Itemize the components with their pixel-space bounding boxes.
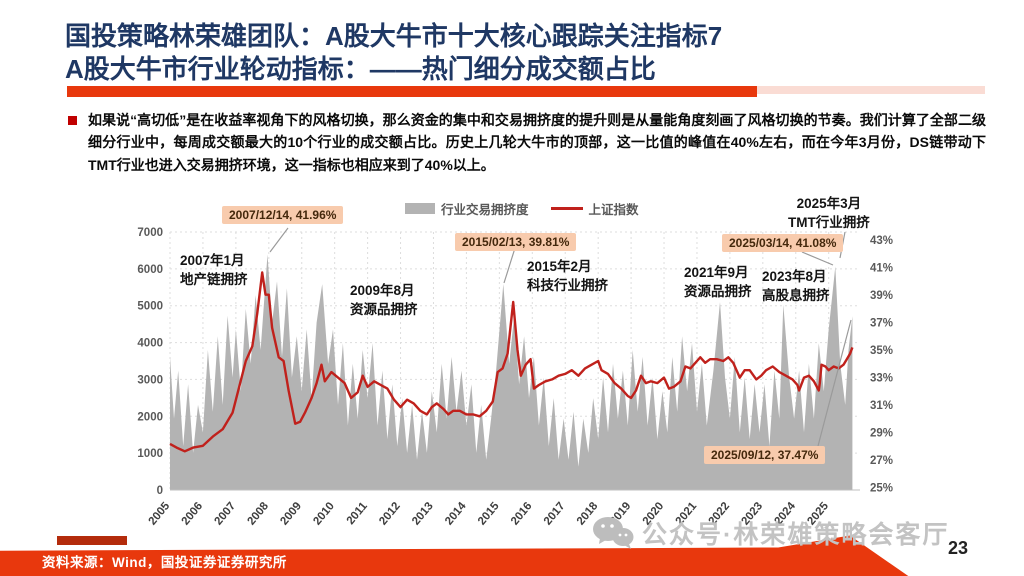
callout-2025-03-peak: 2025/03/14, 41.08% [722,234,844,252]
svg-text:39%: 39% [870,290,893,302]
legend-label-congestion: 行业交易拥挤度 [441,203,529,217]
svg-text:7000: 7000 [137,227,163,239]
svg-text:2014: 2014 [443,500,469,528]
annotation-2015-tech: 2015年2月 科技行业拥挤 [527,258,608,296]
annotation-line: 科技行业拥挤 [527,277,608,293]
annotation-2023-dividend: 2023年8月 高股息拥挤 [762,268,830,306]
svg-text:2011: 2011 [345,500,371,527]
annotation-line: 2007年1月 [180,253,245,268]
annotation-line: 2015年2月 [527,259,592,274]
title-underline-fade-bar [757,86,985,94]
wechat-icon [593,517,634,549]
svg-text:2012: 2012 [377,500,403,527]
watermark: 公众号·林荣雄策略会客厅 [592,515,949,551]
svg-text:41%: 41% [870,263,893,275]
svg-text:2017: 2017 [542,500,568,527]
annotation-line: 2023年8月 [762,269,827,284]
svg-text:37%: 37% [870,318,893,330]
svg-text:25%: 25% [870,482,893,494]
svg-text:2008: 2008 [245,500,271,528]
page-title: 国投策略林荣雄团队：A股大牛市十大核心跟踪关注指标7 A股大牛市行业轮动指标：—… [65,20,985,85]
svg-text:4000: 4000 [137,338,163,350]
annotation-2009-resources: 2009年8月 资源品拥挤 [350,282,418,320]
annotation-line: 2021年9月 [684,265,749,280]
svg-text:2013: 2013 [410,500,436,527]
chart-legend: 行业交易拥挤度 上证指数 [405,199,639,218]
svg-text:2006: 2006 [180,500,206,527]
body-paragraph: 如果说“高切低”是在收益率视角下的风格切换，那么资金的集中和交易拥挤度的提升则是… [88,112,986,173]
svg-text:31%: 31% [870,400,893,412]
svg-text:2009: 2009 [278,500,304,527]
annotation-line: 高股息拥挤 [762,287,830,303]
annotation-2021-resources: 2021年9月 资源品拥挤 [684,264,752,302]
svg-text:2010: 2010 [311,500,337,527]
footer-source-text: 资料来源：Wind，国投证券证券研究所 [42,555,287,570]
annotation-2007-property: 2007年1月 地产链拥挤 [180,252,248,290]
svg-text:27%: 27% [870,455,893,467]
annotation-line: 资源品拥挤 [350,301,418,317]
svg-text:2015: 2015 [476,500,502,528]
svg-text:2000: 2000 [137,411,163,423]
line-swatch-icon [550,207,583,210]
page-number: 23 [948,538,969,558]
legend-item-index: 上证指数 [550,199,639,218]
svg-text:5000: 5000 [137,301,163,313]
watermark-text: 公众号·林荣雄策略会客厅 [642,521,950,549]
svg-text:2016: 2016 [509,500,535,527]
annotation-line: TMT行业拥挤 [788,214,870,230]
svg-text:43%: 43% [870,235,893,247]
annotation-2025-tmt: 2025年3月 TMT行业拥挤 [788,195,870,233]
footer-dark-red-chip [57,536,127,545]
svg-text:2005: 2005 [147,500,173,528]
callout-2007-peak: 2007/12/14, 41.96% [222,206,344,224]
svg-text:0: 0 [157,485,163,497]
title-underline-bar [67,86,757,97]
congestion-chart: 0 1000 2000 3000 4000 5000 6000 7000 43% 41% 39% 37… [137,227,893,528]
svg-text:33%: 33% [870,372,893,384]
svg-text:35%: 35% [870,345,893,357]
area-swatch-icon [405,203,435,214]
annotation-line: 2025年3月 [796,196,862,211]
svg-text:1000: 1000 [137,448,163,460]
title-line-2: A股大牛市行业轮动指标：——热门细分成交额占比 [65,53,656,84]
svg-text:3000: 3000 [137,374,163,386]
legend-label-index: 上证指数 [588,203,639,217]
annotation-line: 地产链拥挤 [180,271,248,287]
svg-text:29%: 29% [870,427,893,439]
legend-item-congestion: 行业交易拥挤度 [405,199,529,218]
svg-text:6000: 6000 [137,264,163,276]
callout-2025-09-value: 2025/09/12, 37.47% [704,446,826,464]
svg-text:2007: 2007 [213,500,239,527]
bullet-square-icon [68,116,77,125]
annotation-line: 资源品拥挤 [684,283,752,299]
annotation-line: 2009年8月 [350,283,415,298]
callout-2015-peak: 2015/02/13, 39.81% [455,233,577,251]
title-line-1: 国投策略林荣雄团队：A股大牛市十大核心跟踪关注指标7 [65,21,723,51]
